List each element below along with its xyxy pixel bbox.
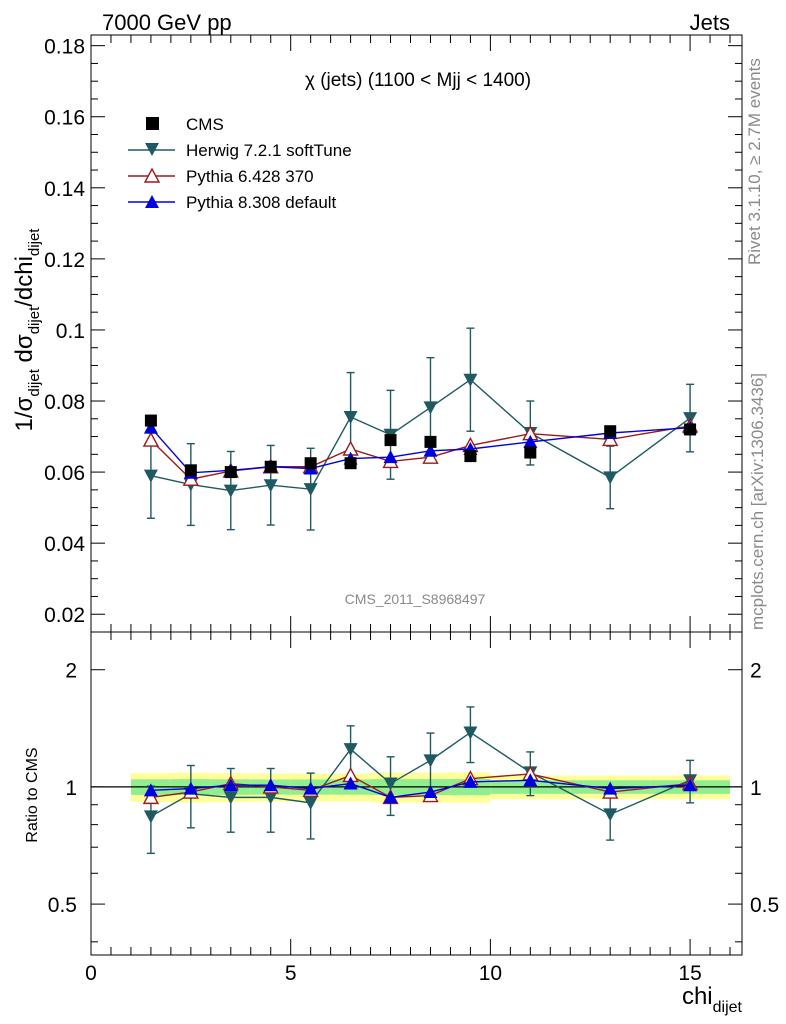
herwig-point xyxy=(383,777,398,791)
pythia8-point xyxy=(383,450,398,464)
pythia8-point xyxy=(303,781,318,795)
cms-point xyxy=(304,457,317,470)
pythia8-point xyxy=(683,778,698,792)
pythia8-line xyxy=(150,426,691,474)
ratio-axis-ticks: 0 5 10 15 0.5 0.5 1 1 2 2 xyxy=(48,632,779,985)
cms-point xyxy=(344,457,357,470)
ratio-xlabel: chidijet xyxy=(682,983,743,1016)
pythia8-point xyxy=(143,420,158,434)
herwig-line xyxy=(150,731,691,817)
header-left: 7000 GeV pp xyxy=(102,10,232,35)
cms-point xyxy=(604,425,617,438)
ratio-xtick-label: 0 xyxy=(85,962,97,985)
header-right: Jets xyxy=(690,10,730,35)
legend-label-pythia8: Pythia 8.308 default xyxy=(186,193,337,212)
pythia6-point xyxy=(142,788,160,805)
cms-point xyxy=(264,460,277,473)
legend-marker-herwig xyxy=(145,143,159,156)
main-title: χ (jets) (1100 < Mjj < 1400) xyxy=(305,70,531,91)
pythia8-point xyxy=(423,443,438,457)
main-ytick-label: 0.16 xyxy=(44,107,85,130)
ratio-ytick-label-right: 2 xyxy=(750,660,762,683)
ratio-ytick-label-left: 1 xyxy=(65,777,77,800)
herwig-point xyxy=(223,484,238,498)
main-ylabel: 1/σdijet dσdijet/dchidijet xyxy=(11,228,43,432)
pythia8-point xyxy=(223,778,238,792)
rivet-label: Rivet 3.1.10, ≥ 2.7M events xyxy=(745,58,764,265)
pythia8-point xyxy=(343,776,358,790)
ratio-ytick-label-left: 2 xyxy=(65,660,77,683)
main-ytick-label: 0.18 xyxy=(44,36,85,59)
pythia8-line xyxy=(150,779,691,799)
herwig-point xyxy=(303,796,318,810)
pythia8-point xyxy=(263,778,278,792)
main-ytick-label: 0.08 xyxy=(44,391,85,414)
main-ytick-label: 0.12 xyxy=(44,249,85,272)
herwig-point xyxy=(463,373,478,387)
herwig-point xyxy=(463,726,478,740)
herwig-point xyxy=(143,810,158,824)
legend-label-pythia6: Pythia 6.428 370 xyxy=(186,167,314,186)
herwig-point xyxy=(143,469,158,483)
herwig-point xyxy=(263,791,278,805)
pythia8-point xyxy=(183,781,198,795)
ratio-ytick-label-right: 0.5 xyxy=(750,894,779,917)
main-ytick-label: 0.06 xyxy=(44,462,85,485)
herwig-point xyxy=(223,791,238,805)
pythia8-point xyxy=(523,434,538,448)
ratio-xtick-label: 5 xyxy=(285,962,297,985)
herwig-point xyxy=(603,808,618,822)
pythia8-point xyxy=(383,790,398,804)
ratio-ytick-label-left: 0.5 xyxy=(48,894,77,917)
legend-marker-pythia6 xyxy=(143,167,161,183)
cms-point xyxy=(684,423,697,436)
ratio-xtick-label: 15 xyxy=(678,962,701,985)
legend-marker-pythia8 xyxy=(145,195,159,208)
main-ytick-label: 0.02 xyxy=(44,604,85,627)
ratio-ylabel: Ratio to CMS xyxy=(24,747,41,842)
herwig-point xyxy=(263,479,278,493)
pythia8-point xyxy=(463,774,478,788)
herwig-point xyxy=(343,743,358,757)
cms-point xyxy=(184,464,197,477)
legend-marker-cms xyxy=(146,117,159,130)
main-ytick-label: 0.04 xyxy=(44,533,85,556)
herwig-point xyxy=(423,401,438,415)
main-ytick-label: 0.1 xyxy=(56,320,85,343)
cms-point xyxy=(524,446,537,459)
pythia6-line xyxy=(150,773,691,799)
pythia8-point xyxy=(423,785,438,799)
main-ytick-label: 0.14 xyxy=(44,178,85,201)
cms-point xyxy=(144,414,157,427)
herwig-point xyxy=(343,411,358,425)
pythia8-point xyxy=(603,781,618,795)
herwig-point xyxy=(423,754,438,768)
cms-point xyxy=(384,434,397,447)
pythia6-point xyxy=(142,431,160,447)
cms-point xyxy=(224,466,237,479)
mcplots-label: mcplots.cern.ch [arXiv:1306.3436] xyxy=(748,373,767,630)
legend-label-cms: CMS xyxy=(186,115,224,134)
ratio-frame xyxy=(90,631,743,956)
ratio-ytick-label-right: 1 xyxy=(750,777,762,800)
cms-point xyxy=(464,450,477,463)
herwig-point xyxy=(303,483,318,497)
pythia6-line xyxy=(150,425,691,480)
main-axis-ticks: 0.02 0.04 0.06 0.08 0.1 0.12 0.14 0.16 0.18 xyxy=(44,35,742,633)
legend: CMS Herwig 7.2.1 softTune Pythia 6.428 3… xyxy=(128,115,352,212)
herwig-point xyxy=(603,471,618,485)
ratio-xtick-label: 10 xyxy=(479,962,502,985)
pythia8-point xyxy=(143,783,158,797)
legend-label-herwig: Herwig 7.2.1 softTune xyxy=(186,141,352,160)
analysis-watermark: CMS_2011_S8968497 xyxy=(345,591,486,607)
pythia8-point xyxy=(523,773,538,787)
cms-point xyxy=(424,435,437,448)
